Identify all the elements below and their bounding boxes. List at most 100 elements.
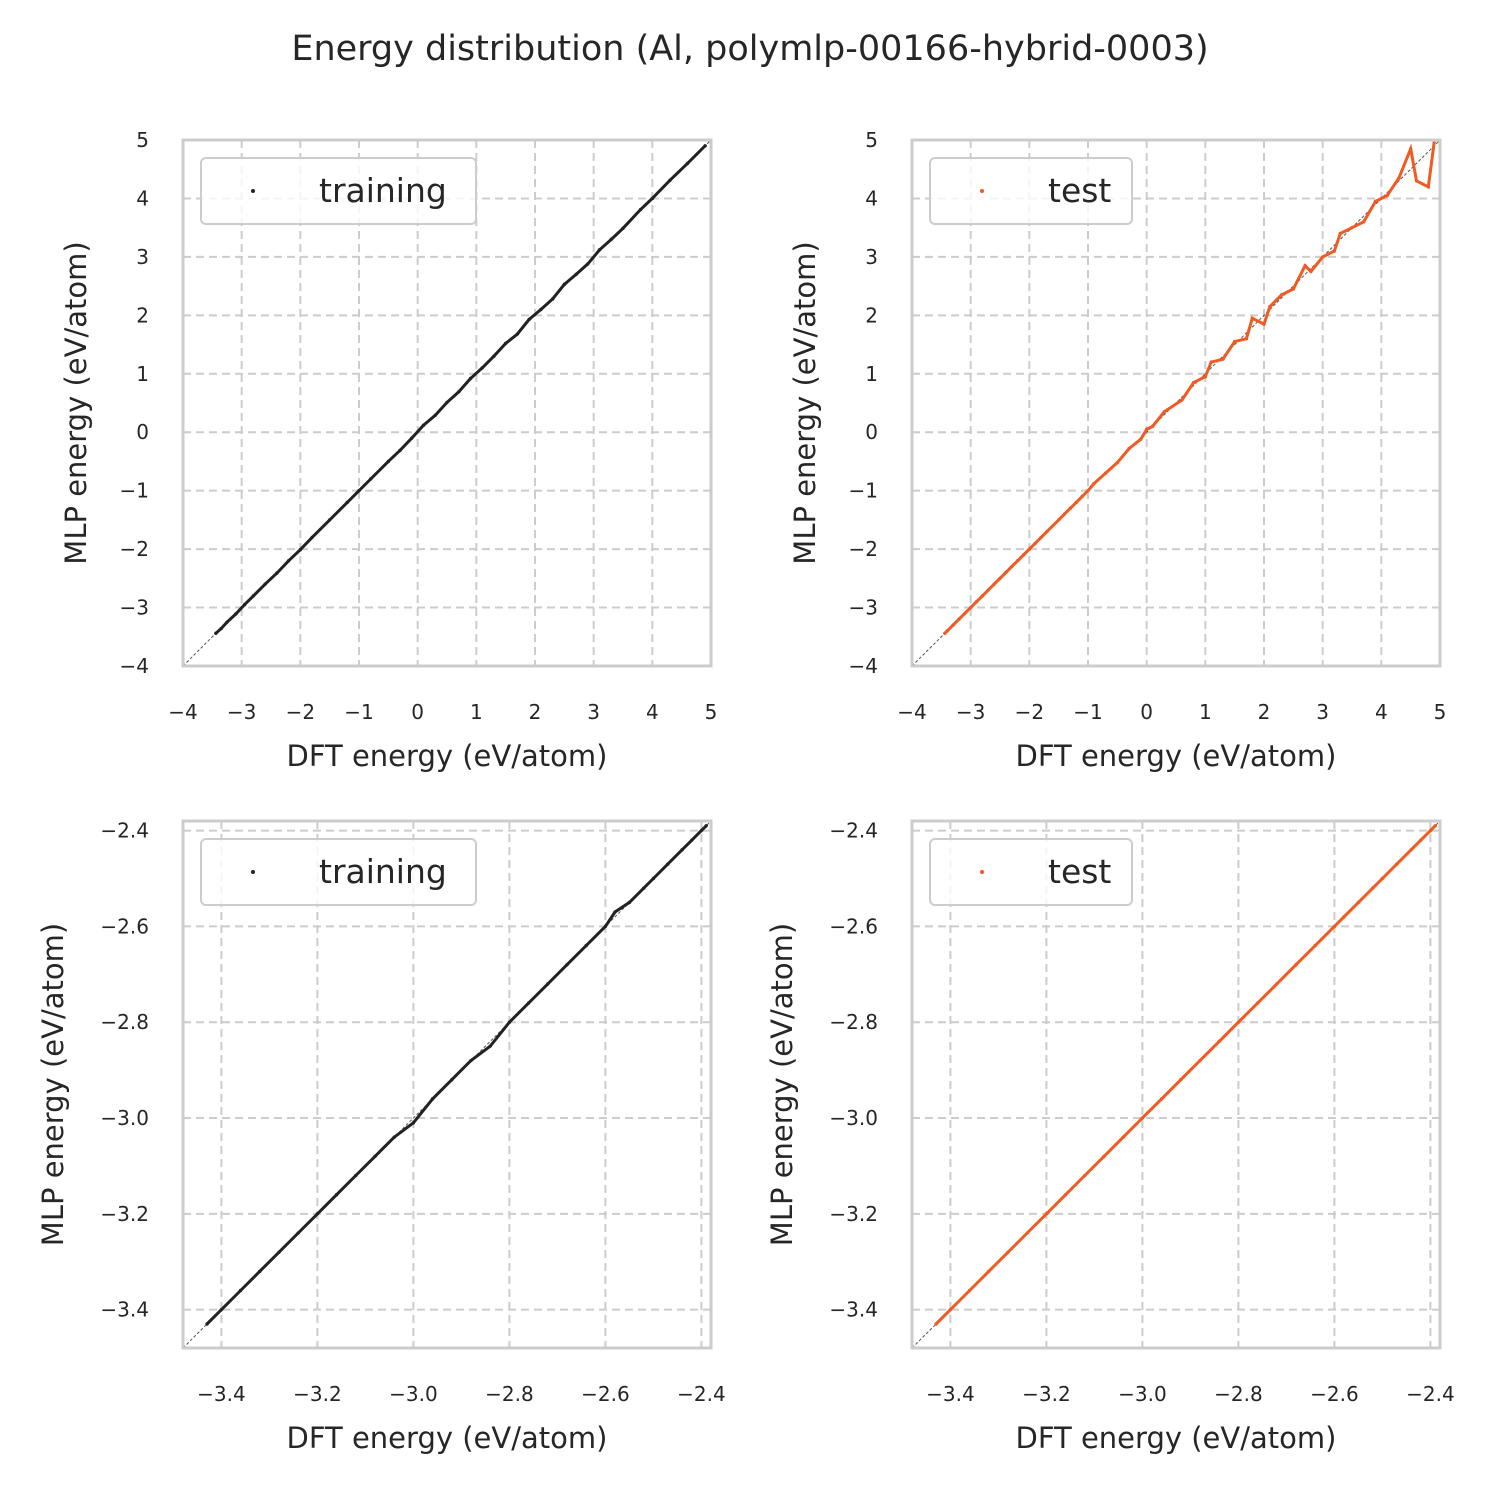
data-point xyxy=(627,900,632,905)
data-point xyxy=(1221,357,1225,361)
x-tick-label: −3.2 xyxy=(293,1382,342,1406)
data-point xyxy=(1279,293,1284,297)
x-tick-label: 1 xyxy=(1199,700,1212,724)
data-point xyxy=(609,237,613,242)
legend: training xyxy=(200,157,477,225)
data-point xyxy=(651,876,656,881)
data-point xyxy=(1039,535,1043,540)
x-tick-label: −3.0 xyxy=(389,1382,438,1406)
data-point xyxy=(597,248,602,252)
panel-top-right: −4 −3 −2 −1 0 1 2 3 4 5 −4 −3 −2 −1 0 1 2 3 4 5 DFT energy (… xyxy=(788,128,1446,773)
y-tick-label: −3 xyxy=(120,596,149,620)
data-point xyxy=(945,629,949,633)
legend: training xyxy=(200,838,477,906)
data-point xyxy=(205,1322,209,1326)
y-tick-label: 0 xyxy=(136,420,149,444)
data-point xyxy=(263,582,267,586)
legend-box xyxy=(929,838,1133,906)
data-point xyxy=(1092,481,1096,486)
legend-box xyxy=(200,157,477,225)
data-point xyxy=(1033,541,1037,545)
data-point xyxy=(430,1097,435,1101)
y-tick-label: −3.0 xyxy=(100,1106,149,1130)
x-axis-label: DFT energy (eV/atom) xyxy=(287,739,608,773)
panel-top-left: −4 −3 −2 −1 0 1 2 3 4 5 −4 −3 −2 −1 0 1 2 3 4 5 DFT energy (… xyxy=(59,128,717,773)
data-point xyxy=(1015,559,1020,563)
data-point xyxy=(1006,1250,1010,1254)
data-point xyxy=(219,1307,224,1312)
y-tick-label: −2.6 xyxy=(829,914,878,938)
data-point xyxy=(433,413,437,417)
data-point xyxy=(650,196,655,201)
data-point xyxy=(251,594,256,598)
data-point xyxy=(1309,269,1313,274)
data-point xyxy=(1332,249,1337,253)
data-point xyxy=(1044,1212,1049,1216)
data-point xyxy=(1162,410,1166,414)
panels: −4 −3 −2 −1 0 1 2 3 4 5 −4 −3 −2 −1 0 1 2 3 4 5 DFT energy (… xyxy=(36,128,1455,1455)
data-point xyxy=(1397,176,1401,180)
y-tick-label: 4 xyxy=(865,186,878,210)
data-point xyxy=(1380,876,1385,881)
data-point xyxy=(1083,1173,1087,1178)
axes-frame xyxy=(910,138,1442,668)
x-tick-label: 5 xyxy=(705,700,718,724)
x-tick-label: −1 xyxy=(344,700,373,724)
x-axis-label: DFT energy (eV/atom) xyxy=(1016,1421,1337,1455)
data-point xyxy=(480,366,484,370)
data-point xyxy=(298,547,303,552)
y-tick-label: 1 xyxy=(865,362,878,386)
x-tick-label: 0 xyxy=(411,700,424,724)
data-point xyxy=(238,1288,243,1293)
data-point xyxy=(445,400,449,405)
data-point xyxy=(703,144,707,148)
y-tick-label: −2 xyxy=(120,537,149,561)
y-tick-label: −3.2 xyxy=(100,1202,149,1226)
series-test xyxy=(943,141,1436,635)
data-point xyxy=(699,828,704,833)
x-tick-label: 3 xyxy=(1316,700,1329,724)
data-point xyxy=(1362,220,1366,224)
x-tick-label: −4 xyxy=(897,700,926,724)
data-point xyxy=(621,226,625,230)
data-point xyxy=(225,620,229,624)
y-tick-label: 0 xyxy=(865,420,878,444)
legend-box xyxy=(200,838,477,906)
x-tick-label: 2 xyxy=(529,700,542,724)
y-tick-label: 3 xyxy=(136,245,149,269)
data-point xyxy=(1385,193,1389,198)
data-point xyxy=(680,848,684,852)
data-point xyxy=(1198,1058,1202,1063)
data-point xyxy=(1414,179,1419,183)
legend-label: test xyxy=(1048,171,1111,210)
data-point xyxy=(275,571,279,575)
data-point xyxy=(1419,838,1423,842)
data-point xyxy=(1179,1078,1183,1082)
data-point xyxy=(1127,446,1131,451)
y-tick-label: −2.8 xyxy=(100,1010,149,1034)
data-point xyxy=(492,354,496,358)
x-tick-label: −3.0 xyxy=(1118,1382,1167,1406)
data-point xyxy=(1350,225,1354,230)
y-tick-label: −2.8 xyxy=(829,1010,878,1034)
data-point xyxy=(369,477,373,481)
data-point xyxy=(450,1078,454,1082)
data-point xyxy=(1433,824,1437,828)
data-point xyxy=(1159,1097,1164,1101)
data-point xyxy=(354,1173,358,1178)
data-point xyxy=(219,626,223,631)
data-point xyxy=(642,886,646,890)
data-point xyxy=(386,459,391,464)
data-point xyxy=(539,307,543,312)
y-tick-label: 5 xyxy=(865,128,878,152)
panel-bottom-right: −3.4 −3.2 −3.0 −2.8 −2.6 −2.4 −3.4 −3.2 −3.0 −2.8… xyxy=(765,819,1455,1455)
x-tick-label: −2.6 xyxy=(581,1382,630,1406)
x-tick-label: 0 xyxy=(1140,700,1153,724)
data-point xyxy=(1115,460,1120,465)
data-point xyxy=(315,1212,320,1216)
data-point xyxy=(234,612,238,616)
x-tick-label: 3 xyxy=(587,700,600,724)
data-point xyxy=(410,436,414,440)
y-tick-label: −2 xyxy=(849,537,878,561)
axes-frame xyxy=(181,138,713,668)
